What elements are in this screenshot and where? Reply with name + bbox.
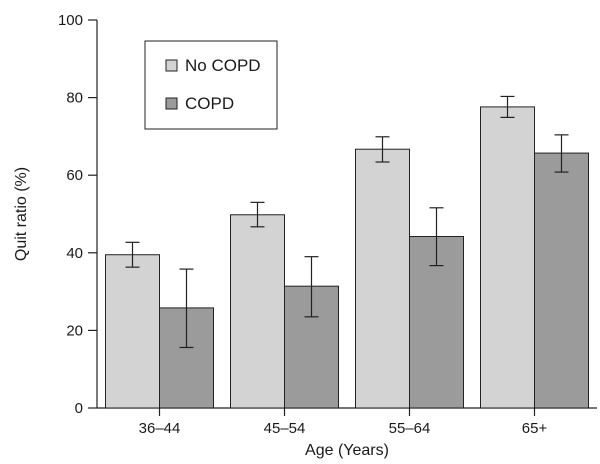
x-tick-label-0: 36–44	[139, 420, 181, 437]
legend-label-no-copd: No COPD	[185, 56, 261, 75]
x-axis-ticks: 36–44 45–54 55–64 65+	[139, 408, 548, 437]
error-bars	[125, 95, 569, 349]
bar-series	[105, 106, 589, 409]
error-bar-copd-2	[429, 207, 444, 267]
y-tick-label-0: 0	[75, 400, 83, 417]
error-bar-no-copd-2	[375, 136, 390, 163]
bar-copd-3	[534, 152, 589, 409]
y-tick-label-3: 60	[66, 167, 83, 184]
legend: No COPD COPD	[144, 40, 278, 130]
y-axis-title: Quit ratio (%)	[13, 167, 30, 261]
y-tick-label-5: 100	[58, 12, 83, 29]
bar-no-copd-3	[480, 106, 535, 409]
y-tick-label-4: 80	[66, 90, 83, 107]
error-bar-no-copd-3	[500, 95, 515, 118]
y-axis-ticks: 0 20 40 60 80 100	[58, 12, 97, 417]
bar-no-copd-1	[230, 214, 285, 409]
x-tick-label-3: 65+	[522, 420, 548, 437]
legend-swatch-copd	[165, 97, 178, 110]
bar-no-copd-2	[355, 148, 410, 409]
legend-box	[144, 40, 278, 130]
bar-no-copd-0	[105, 254, 160, 409]
x-axis-title: Age (Years)	[305, 442, 389, 459]
error-bar-copd-3	[554, 134, 569, 173]
x-tick-label-2: 55–64	[389, 420, 431, 437]
x-tick-label-1: 45–54	[264, 420, 306, 437]
error-bar-copd-0	[179, 268, 194, 349]
legend-label-copd: COPD	[185, 94, 234, 113]
error-bar-no-copd-0	[125, 241, 140, 268]
error-bar-copd-1	[304, 256, 319, 318]
error-bar-no-copd-1	[250, 201, 265, 228]
legend-swatch-no-copd	[165, 59, 178, 72]
y-tick-label-2: 40	[66, 245, 83, 262]
y-tick-label-1: 20	[66, 322, 83, 339]
